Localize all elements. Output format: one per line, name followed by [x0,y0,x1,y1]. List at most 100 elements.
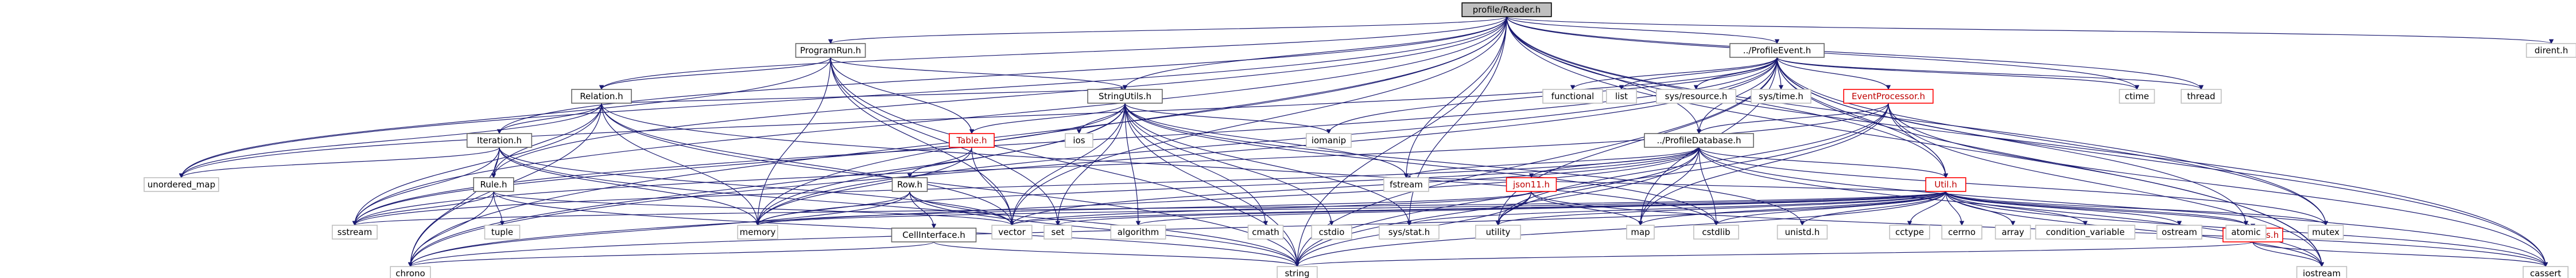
node-util-h[interactable]: Util.h [1925,177,1966,192]
edge-stringutils-to-sysstat [1124,103,1412,226]
node-thread: thread [2181,89,2222,104]
node-label: unistd.h [1785,227,1820,237]
edge-rule-to-tuple [493,191,505,226]
node-label: vector [998,227,1026,237]
node-label: dirent.h [2535,45,2568,56]
node-box [2181,89,2222,104]
node-box [1043,225,1072,240]
node-label: array [2001,227,2024,237]
edge-reader-to-sysstat [1406,16,1507,226]
edge-table-to-memory [755,147,972,226]
edge-eventprocessor-to-utility [1495,103,1889,226]
edge-ramtypes-to-iostream [2252,241,2325,267]
edge-profiledatabase-to-mutex [1698,147,2329,226]
node-label: utility [1486,227,1511,237]
edge-reader-to-stringutils [1122,16,1507,90]
node-label: chrono [395,268,425,278]
node-stringutils-h[interactable]: StringUtils.h [1087,89,1163,104]
edge-reader-to-unordered_map [179,16,1507,178]
node-label: mutex [2312,227,2340,237]
node-ios: ios [1065,133,1093,148]
edge-profileevent-to-profiledatabase [1696,57,1778,134]
edge-profiledatabase-to-map [1638,147,1700,226]
edge-util-to-chrono [408,191,1946,267]
node-profileevent-h[interactable]: ../ProfileEvent.h [1729,43,1825,58]
node-profiledatabase-h[interactable]: ../ProfileDatabase.h [1644,133,1754,148]
edge-stringutils-to-set [1055,103,1126,226]
edge-profiledatabase-to-cassert [1698,147,2548,267]
node-label: fstream [1390,179,1423,190]
node-array: array [1995,225,2031,240]
edge-reader-to-relation [599,16,1507,90]
node-box [1925,177,1966,192]
edge-reader-to-profiledatabase [1506,16,1702,134]
edge-profileevent-to-utility [1495,57,1778,226]
node-label: EventProcessor.h [1852,91,1925,101]
node-box [2035,225,2136,240]
edge-util-to-ramtypes [1945,191,2256,229]
node-box [2525,43,2576,58]
node-functional: functional [1542,89,1603,104]
node-label: cmath [1252,227,1279,237]
edge-stringutils-to-algorithm [1124,103,1141,226]
edge-stringutils-to-fstream [1124,103,1409,178]
node-label: sys/time.h [1759,91,1803,101]
edge-ramtypes-to-cassert [2252,241,2548,267]
edge-util-to-sstream [352,191,1946,226]
edge-reader-to-dirent [1506,16,2554,44]
edge-reader-to-cassert [1506,16,2548,267]
edge-stringutils-to-memory [755,103,1126,226]
edge-eventprocessor-to-profiledatabase [1696,103,1889,134]
node-label: tuple [491,227,513,237]
edge-relation-to-cstdlib [601,103,1719,226]
node-box [1247,225,1284,240]
node-cellinterface-h[interactable]: CellInterface.h [891,228,977,242]
edge-programrun-to-unordered_map [179,57,831,178]
edge-stringutils-to-sstream [352,103,1126,226]
nodes-layer: profile/Reader.h ProgramRun.h ../ProfileEv… [143,2,2576,278]
node-label: Relation.h [580,91,623,101]
node-profile-reader-h[interactable]: profile/Reader.h [1461,2,1552,17]
node-box [2523,266,2569,278]
edge-row-to-chrono [408,191,910,267]
node-box [1941,225,1983,240]
node-box [1995,225,2031,240]
edge-profiledatabase-to-memory [755,147,1700,226]
node-label: cerrno [1948,227,1976,237]
node-box [1626,225,1655,240]
node-unordered-map: unordered_map [143,177,219,192]
edge-stringutils-to-table [969,103,1126,134]
node-box [1693,225,1739,240]
edge-row-to-memory [755,191,910,226]
edge-relation-to-vector [601,103,1015,226]
node-box [1606,89,1638,104]
node-tuple: tuple [484,225,521,240]
node-string: string [1277,266,1318,278]
node-label: map [1631,227,1650,237]
node-box [2225,225,2267,240]
node-condition-variable: condition_variable [2035,225,2136,240]
node-cassert: cassert [2523,266,2569,278]
edge-programrun-to-relation [599,57,831,90]
edge-stringutils-to-iomanip [1124,103,1332,134]
node-label: Table.h [956,135,987,146]
node-iteration-h[interactable]: Iteration.h [466,133,533,148]
node-relation-h[interactable]: Relation.h [571,89,632,104]
node-set: set [1043,225,1072,240]
node-label: cstdlib [1702,227,1730,237]
node-row-h[interactable]: Row.h [891,177,928,192]
edge-stringutils-to-string [1124,103,1300,267]
node-table-h[interactable]: Table.h [949,133,995,148]
node-box [1277,266,1318,278]
node-programrun-h[interactable]: ProgramRun.h [795,43,866,58]
node-rule-h[interactable]: Rule.h [473,177,514,192]
node-box [2307,225,2344,240]
edge-profiledatabase-to-sstream [352,147,1700,226]
node-box [1065,133,1093,148]
node-label: json11.h [1512,179,1550,190]
node-label: ios [1073,135,1085,146]
node-eventprocessor-h[interactable]: EventProcessor.h [1843,89,1934,104]
edge-table-to-vector [971,147,1015,226]
node-cstdio: cstdio [1311,225,1352,240]
node-json11-h[interactable]: json11.h [1506,177,1557,192]
